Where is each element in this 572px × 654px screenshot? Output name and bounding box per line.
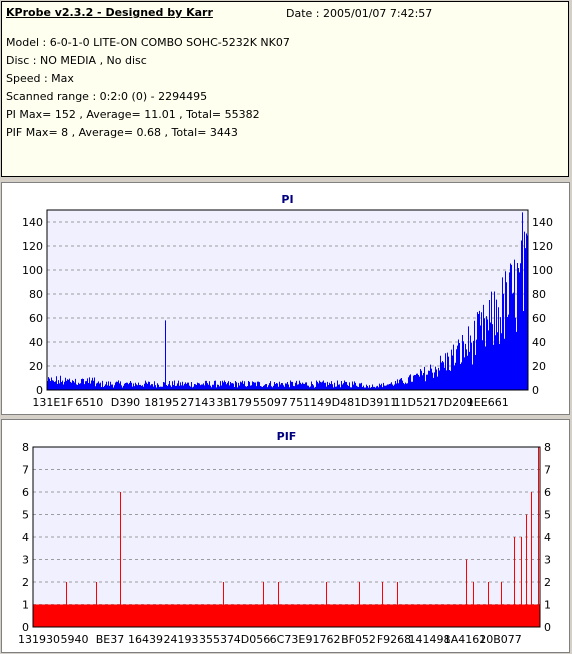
pif-xtick-label: 141498 <box>409 633 451 646</box>
pif-xtick-label: BF052 <box>341 633 376 646</box>
pi-ytick-right: 20 <box>532 360 546 373</box>
pif-ytick-left: 3 <box>22 554 29 567</box>
pi-xtick-label: 27143 <box>180 396 215 409</box>
pif-ytick-right: 5 <box>544 509 551 522</box>
pi-xtick-label: 75114 <box>289 396 324 409</box>
pif-ytick-left: 5 <box>22 509 29 522</box>
pi-xtick-label: 17D209 <box>430 396 473 409</box>
pi-ytick-right: 80 <box>532 288 546 301</box>
pi-ytick-left: 140 <box>22 216 43 229</box>
pi-xtick-label: 131E1F <box>32 396 73 409</box>
pif-ytick-right: 4 <box>544 531 551 544</box>
pif-xtick-label: 131930 <box>18 633 60 646</box>
pif-xtick-label: 4D056 <box>234 633 270 646</box>
scan-date: Date : 2005/01/07 7:42:57 <box>286 7 433 20</box>
pif-ytick-right: 3 <box>544 554 551 567</box>
pif-chart-panel: PIF 0 0 1 1 2 2 3 3 4 4 5 5 6 6 7 7 8 8 131930 5940 BE37 16439… <box>1 419 570 653</box>
pi-plot-frame <box>46 209 529 391</box>
pi-xtick-label: D3911 <box>361 396 397 409</box>
pif-ytick-left: 8 <box>22 441 29 454</box>
pif-plot-frame <box>32 446 541 628</box>
pif-xtick-label: 24193 <box>164 633 199 646</box>
pi-ytick-left: 80 <box>29 288 43 301</box>
pif-ytick-right: 6 <box>544 486 551 499</box>
info-pi-summary: PI Max= 152 , Average= 11.01 , Total= 55… <box>6 108 260 121</box>
pi-xtick-label: 3B179 <box>216 396 252 409</box>
pif-ytick-left: 4 <box>22 531 29 544</box>
pif-ytick-right: 7 <box>544 464 551 477</box>
pi-ytick-left: 120 <box>22 240 43 253</box>
pif-ytick-left: 2 <box>22 576 29 589</box>
pi-chart-panel: PI 0 0 20 20 40 40 60 60 80 80 100 100 120 120 140 140 13… <box>1 182 570 415</box>
info-range: Scanned range : 0:2:0 (0) - 2294495 <box>6 90 208 103</box>
pi-ytick-left: 40 <box>29 336 43 349</box>
pif-ytick-left: 7 <box>22 464 29 477</box>
pif-ytick-right: 8 <box>544 441 551 454</box>
pif-xtick-label: 35537 <box>199 633 234 646</box>
info-panel: KProbe v2.3.2 - Designed by Karr Date : … <box>1 1 569 177</box>
pi-ytick-right: 140 <box>532 216 553 229</box>
info-disc: Disc : NO MEDIA , No disc <box>6 54 147 67</box>
info-model: Model : 6-0-1-0 LITE-ON COMBO SOHC-5232K… <box>6 36 290 49</box>
pi-ytick-right: 100 <box>532 264 553 277</box>
pi-ytick-right: 0 <box>532 384 539 397</box>
pi-xtick-label: 9D481 <box>325 396 361 409</box>
pi-xtick-label: 18195 <box>144 396 179 409</box>
pif-xtick-label: 16439 <box>128 633 163 646</box>
pi-xtick-label: D390 <box>111 396 140 409</box>
pif-chart-title: PIF <box>277 430 297 443</box>
pif-xtick-label: 5940 <box>61 633 89 646</box>
pi-ytick-right: 40 <box>532 336 546 349</box>
pif-ytick-right: 2 <box>544 576 551 589</box>
pif-ytick-left: 1 <box>22 599 29 612</box>
pi-xtick-label: 11D521 <box>394 396 437 409</box>
pif-xtick-label: F9268 <box>377 633 411 646</box>
pif-xtick-label: 6C73E <box>270 633 306 646</box>
pif-xtick-label: 91762 <box>306 633 341 646</box>
pif-ytick-right: 1 <box>544 599 551 612</box>
pif-ytick-right: 0 <box>544 621 551 634</box>
pi-ytick-right: 60 <box>532 312 546 325</box>
pi-xtick-label: 55097 <box>253 396 288 409</box>
pif-ytick-left: 0 <box>22 621 29 634</box>
app-title: KProbe v2.3.2 - Designed by Karr <box>6 6 213 19</box>
pi-ytick-right: 120 <box>532 240 553 253</box>
pi-ytick-left: 20 <box>29 360 43 373</box>
pi-xtick-label: 6510 <box>75 396 103 409</box>
pi-chart-title: PI <box>281 193 293 206</box>
pif-xtick-label: 20B077 <box>479 633 522 646</box>
pi-ytick-left: 60 <box>29 312 43 325</box>
pi-xtick-label: 1EE661 <box>467 396 509 409</box>
pif-ytick-left: 6 <box>22 486 29 499</box>
pif-xtick-label: 1A4161 <box>444 633 487 646</box>
info-pif-summary: PIF Max= 8 , Average= 0.68 , Total= 3443 <box>6 126 238 139</box>
pi-ytick-left: 100 <box>22 264 43 277</box>
pi-ytick-left: 0 <box>36 384 43 397</box>
pif-chart: PIF 0 0 1 1 2 2 3 3 4 4 5 5 6 6 7 7 8 8 131930 5940 BE37 16439… <box>18 430 551 646</box>
pif-xtick-label: BE37 <box>96 633 125 646</box>
pi-chart: PI 0 0 20 20 40 40 60 60 80 80 100 100 120 120 140 140 13… <box>22 193 553 409</box>
info-speed: Speed : Max <box>6 72 74 85</box>
